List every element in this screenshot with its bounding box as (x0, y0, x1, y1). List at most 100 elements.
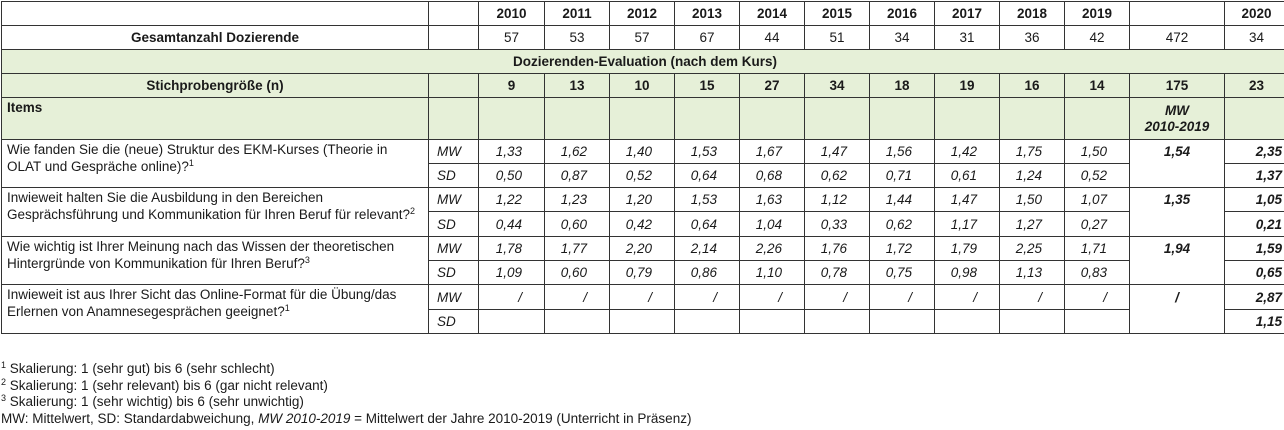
empty-cell (674, 97, 740, 140)
empty-cell (428, 97, 479, 140)
stichprobe-value: 27 (739, 73, 805, 98)
sd-label: SD (428, 163, 479, 188)
sd-value: 0,33 (804, 211, 870, 237)
empty-cell (804, 97, 870, 140)
mw-value: 1,78 (478, 236, 545, 261)
stichprobe-value: 16 (999, 73, 1065, 98)
sd-value: 0,71 (869, 163, 935, 188)
sd-2020-value: 1,15 (1224, 309, 1284, 334)
year-cell: 2016 (869, 1, 935, 26)
mw-value: 1,47 (934, 187, 1000, 212)
empty-cell (1224, 97, 1284, 140)
mw-value: 1,12 (804, 187, 870, 212)
sd-value: 0,60 (544, 211, 610, 237)
footnote-number: 2 (1, 376, 7, 387)
mw-value: / (1064, 284, 1130, 310)
mw-value: 2,26 (739, 236, 805, 261)
empty-cell (1129, 163, 1225, 188)
year-header-row: 2010 2011 2012 2013 2014 2015 2016 2017 2018 2019… (1, 1, 1284, 26)
stichprobe-value: 9 (478, 73, 545, 98)
item-sd-row: SD 0,50 0,87 0,52 0,64 0,68 0,62 0,71 0,61 1,24 0,… (2, 163, 1284, 188)
sd-value: 0,27 (1064, 211, 1130, 237)
mw-label: MW (428, 284, 479, 310)
empty-cell (609, 97, 675, 140)
year-cell: 2017 (934, 1, 1000, 26)
mw-value: 1,53 (674, 139, 740, 164)
mw-2020-value: 2,35 (1224, 139, 1284, 164)
sd-value: 0,87 (544, 163, 610, 188)
stichprobe-value: 19 (934, 73, 1000, 98)
mw-value: / (869, 284, 935, 310)
gesamt-label: Gesamtanzahl Dozierende (1, 25, 429, 50)
footnote-number: 3 (1, 393, 7, 403)
mw-value: / (739, 284, 805, 310)
item-sd-row: SD 1,09 0,60 0,79 0,86 1,10 0,78 0,75 0,98 1,13 0,… (2, 260, 1284, 285)
mw-value: 1,67 (739, 139, 805, 164)
gesamt-value: 44 (739, 25, 805, 50)
item-footnote-ref: 2 (409, 205, 415, 216)
empty-cell (999, 97, 1065, 140)
stichprobe-value: 10 (609, 73, 675, 98)
stichprobe-value: 23 (1224, 73, 1284, 98)
sd-value: 0,52 (1064, 163, 1130, 188)
gesamt-value: 57 (609, 25, 675, 50)
stichprobe-value: 15 (674, 73, 740, 98)
mw-label: MW (428, 139, 479, 164)
empty-cell (1129, 309, 1225, 334)
abbrev-part2: = Mittelwert der Jahre 2010-2019 (Unterr… (350, 410, 692, 426)
item-footnote-ref: 1 (188, 157, 194, 168)
year-cell: 2010 (478, 1, 545, 26)
item-footnote-ref: 3 (304, 254, 310, 265)
mw-avg-header-line2: 2010-2019 (1144, 118, 1210, 134)
mw-value: 1,22 (478, 187, 545, 212)
sd-value: 0,42 (609, 211, 675, 237)
item-question: Inwieweit ist aus Ihrer Sicht das Online… (1, 284, 429, 334)
mw-avg-header: MW 2010-2019 (1129, 97, 1225, 140)
gesamt-value: 34 (869, 25, 935, 50)
mw-value: / (609, 284, 675, 310)
mw-avg-value: 1,54 (1129, 139, 1225, 164)
gesamt-value: 57 (478, 25, 545, 50)
sd-value: 0,75 (869, 260, 935, 285)
mw-value: 2,25 (999, 236, 1065, 261)
gesamt-value: 472 (1129, 25, 1225, 50)
sd-value: 0,44 (478, 211, 545, 237)
mw-value: 2,20 (609, 236, 675, 261)
sd-2020-value: 1,37 (1224, 163, 1284, 188)
empty-cell (544, 97, 610, 140)
item-mw-row: Wie wichtig ist Ihrer Meinung nach das W… (1, 236, 1284, 285)
sd-value: 1,09 (478, 260, 545, 285)
mw-value: 1,79 (934, 236, 1000, 261)
footnote-line: 2 Skalierung: 1 (sehr relevant) bis 6 (g… (1, 376, 691, 395)
mw-value: 1,20 (609, 187, 675, 212)
sd-value (609, 309, 675, 334)
item-question: Inwieweit halten Sie die Ausbildung in d… (1, 187, 429, 237)
item-question-text: Wie fanden Sie die (neue) Struktur des E… (7, 142, 388, 174)
mw-2020-value: 2,87 (1224, 284, 1284, 310)
sd-value: 0,79 (609, 260, 675, 285)
sd-label: SD (428, 309, 479, 334)
empty-cell (1129, 211, 1225, 237)
stichprobe-label: Stichprobengröße (n) (1, 73, 429, 98)
item-sd-row: SD 0,44 0,60 0,42 0,64 1,04 0,33 0,62 1,17 1,27 0,… (2, 211, 1284, 237)
mw-value: 2,14 (674, 236, 740, 261)
mw-avg-value: / (1129, 284, 1225, 310)
gesamt-value: 42 (1064, 25, 1130, 50)
year-cell: 2019 (1064, 1, 1130, 26)
mw-value: 1,40 (609, 139, 675, 164)
sd-value: 0,78 (804, 260, 870, 285)
mw-value: 1,75 (999, 139, 1065, 164)
footnote-number: 1 (1, 360, 7, 370)
sd-value (934, 309, 1000, 334)
stichprobe-value: 18 (869, 73, 935, 98)
year-cell (1129, 1, 1225, 26)
mw-value: 1,56 (869, 139, 935, 164)
gesamt-value: 31 (934, 25, 1000, 50)
stichprobe-value: 175 (1129, 73, 1225, 98)
mw-avg-header-line1: MW (1165, 102, 1189, 118)
gesamt-value: 34 (1224, 25, 1284, 50)
item-question: Wie fanden Sie die (neue) Struktur des E… (1, 139, 429, 188)
sd-value (544, 309, 610, 334)
sd-value: 1,10 (739, 260, 805, 285)
mw-value: / (934, 284, 1000, 310)
